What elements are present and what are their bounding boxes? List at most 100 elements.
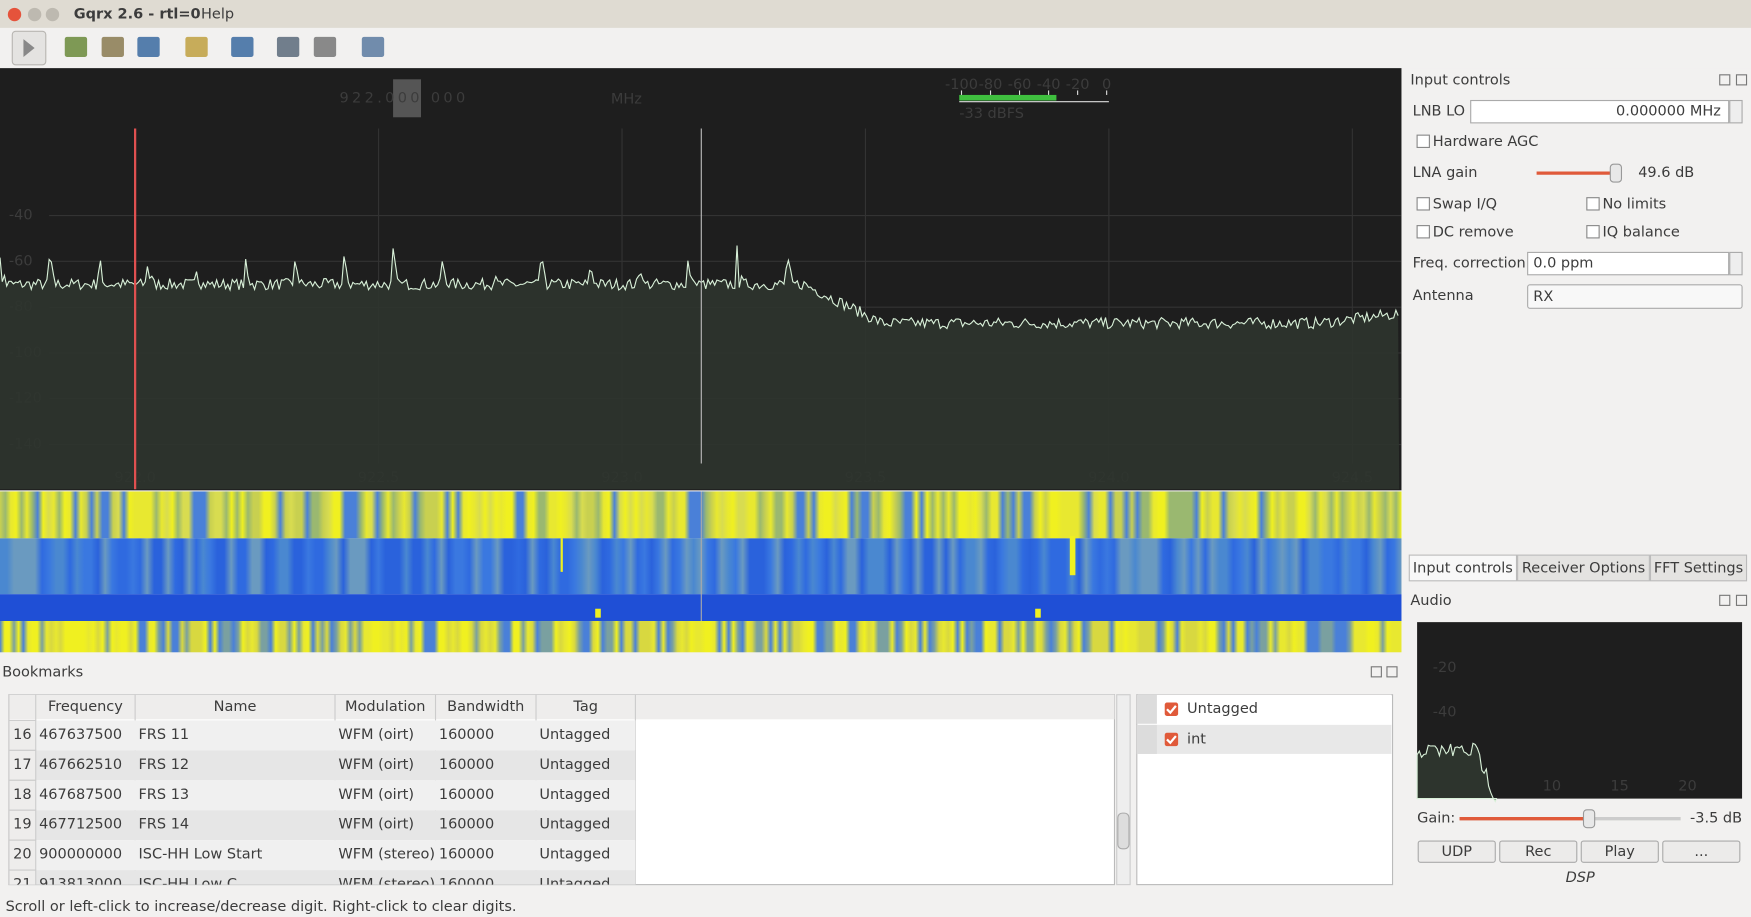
toolbar-icon[interactable]: [64, 36, 88, 57]
checkbox-label: Swap I/Q: [1433, 196, 1497, 212]
table-cell: 160000: [439, 727, 494, 743]
checkbox[interactable]: [1586, 197, 1600, 211]
table-row[interactable]: [8, 750, 636, 781]
table-cell: 467687500: [39, 787, 122, 803]
panel-title: Audio: [1410, 593, 1451, 609]
slider-handle[interactable]: [1582, 809, 1596, 829]
float-button[interactable]: [1370, 666, 1382, 678]
table-header: [8, 694, 1115, 720]
column-header: Name: [214, 699, 257, 715]
tag-label: int: [1187, 731, 1206, 747]
text-field[interactable]: [1527, 251, 1730, 276]
tab[interactable]: [1517, 554, 1650, 582]
table-cell: 913813000: [39, 877, 122, 893]
close-button[interactable]: [1735, 74, 1748, 86]
text-field[interactable]: [1470, 99, 1730, 124]
button[interactable]: [1499, 840, 1578, 863]
waterfall-band: [0, 621, 1402, 653]
tag-row[interactable]: [1137, 694, 1392, 724]
button-label: ...: [1694, 844, 1708, 860]
float-button[interactable]: [1719, 74, 1731, 86]
waterfall-signal: [1069, 536, 1076, 576]
column-header: Frequency: [48, 699, 123, 715]
smeter-tick-label: -40: [1037, 77, 1061, 93]
window-button[interactable]: [45, 7, 60, 22]
table-cell: 21: [13, 877, 31, 893]
table-cell: WFM (oirt): [338, 727, 414, 743]
table-row[interactable]: [8, 840, 636, 871]
window-button[interactable]: [7, 7, 22, 22]
checkbox-label: DC remove: [1433, 224, 1514, 240]
tag-label: Untagged: [1187, 701, 1258, 717]
frequency-digits: 922.000 000: [339, 90, 468, 106]
table-cell: 900000000: [39, 847, 122, 863]
toolbar-icon[interactable]: [361, 36, 385, 57]
smeter-tick-label: -80: [979, 77, 1003, 93]
slider-handle[interactable]: [1609, 163, 1623, 183]
dsp-label: DSP: [1566, 870, 1595, 886]
table-row[interactable]: [8, 720, 636, 751]
column-header: Bandwidth: [447, 699, 524, 715]
toolbar-icon[interactable]: [185, 36, 208, 57]
table-cell: Untagged: [539, 877, 610, 893]
tab-label: Input controls: [1413, 561, 1513, 577]
close-button[interactable]: [1735, 594, 1748, 606]
field-value: 0.0 ppm: [1533, 256, 1593, 272]
table-cell: 467637500: [39, 727, 122, 743]
table-cell: 467712500: [39, 817, 122, 833]
spinner[interactable]: [1729, 99, 1743, 124]
title-bar: [0, 0, 1751, 28]
tag-row[interactable]: [1137, 724, 1392, 754]
spinner[interactable]: [1729, 251, 1743, 276]
x-tick-label: 20: [1678, 778, 1696, 794]
frequency-unit: MHz: [611, 91, 642, 107]
table-cell: Untagged: [539, 757, 610, 773]
smeter-tick-label: -60: [1008, 77, 1032, 93]
toolbar-icon[interactable]: [313, 36, 337, 57]
tab[interactable]: [1649, 554, 1748, 582]
column-header: Modulation: [345, 699, 425, 715]
panel-title: Input controls: [1410, 72, 1510, 88]
table-cell: FRS 13: [138, 787, 189, 803]
field-label: LNA gain: [1413, 165, 1478, 181]
tag-checkbox[interactable]: [1164, 732, 1179, 747]
checkbox[interactable]: [1416, 225, 1430, 239]
row-number-cell: [8, 749, 37, 781]
scrollbar-handle[interactable]: [1117, 812, 1130, 850]
button[interactable]: [1580, 840, 1659, 863]
button-label: Play: [1605, 844, 1636, 860]
tab[interactable]: [1408, 554, 1518, 582]
close-button[interactable]: [1386, 666, 1398, 678]
field-value: RX: [1533, 289, 1553, 305]
combo-box[interactable]: [1527, 284, 1743, 309]
smeter-bar: [959, 94, 1057, 101]
table-row[interactable]: [8, 810, 636, 841]
checkbox[interactable]: [1416, 197, 1430, 211]
toolbar-icon[interactable]: [101, 36, 124, 57]
checkbox[interactable]: [1586, 225, 1600, 239]
float-button[interactable]: [1719, 594, 1731, 606]
column-header: Tag: [572, 699, 598, 715]
table-cell: FRS 11: [138, 727, 189, 743]
button-label: UDP: [1441, 844, 1472, 860]
tag-row-header: [1136, 694, 1157, 724]
toolbar-icon[interactable]: [137, 36, 160, 57]
field-label: Freq. correction: [1413, 256, 1526, 272]
table-row[interactable]: [8, 780, 636, 811]
panel-title: Bookmarks: [2, 664, 83, 680]
tag-checkbox[interactable]: [1164, 702, 1179, 716]
button[interactable]: [1417, 840, 1496, 863]
table-cell: 18: [13, 787, 31, 803]
scrollbar[interactable]: [1116, 694, 1131, 886]
window-button[interactable]: [27, 7, 42, 22]
waterfall-signal: [560, 538, 563, 572]
button[interactable]: [1662, 840, 1741, 863]
row-number-cell: [8, 779, 37, 811]
toolbar-icon[interactable]: [231, 36, 254, 57]
table-row[interactable]: [8, 870, 636, 900]
checkbox[interactable]: [1416, 134, 1430, 148]
toolbar-icon[interactable]: [276, 36, 300, 57]
input-controls-panel: [1402, 68, 1751, 582]
checkbox-label: Hardware AGC: [1433, 134, 1539, 150]
table-cell: ISC-HH Low Start: [138, 847, 262, 863]
